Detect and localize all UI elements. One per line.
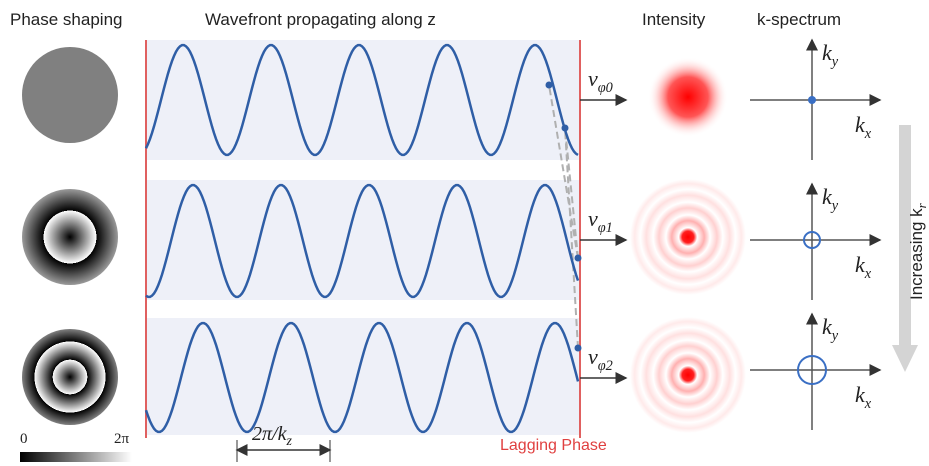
header: k-spectrum (757, 10, 841, 29)
phase-lag-lines (548, 84, 579, 349)
wave-point (574, 344, 582, 352)
kx-label: kx (855, 112, 872, 142)
kx-label: kx (855, 252, 872, 282)
panel (146, 40, 579, 160)
subscript: x (864, 126, 872, 142)
ky-label: ky (822, 314, 839, 344)
wave-panels (145, 40, 581, 438)
colorbar-min: 0 (20, 431, 28, 447)
symbol: v (588, 206, 598, 231)
subscript: φ1 (598, 220, 613, 236)
k-ring (797, 355, 827, 385)
increase-arrow (892, 125, 918, 372)
k-ring (803, 231, 821, 249)
symbol: k (855, 252, 866, 277)
wave-point (574, 254, 582, 262)
side-label: Increasing kr (907, 202, 929, 300)
symbol: v (588, 344, 598, 369)
subscript: x (864, 396, 872, 412)
symbol: k (822, 314, 833, 339)
subscript: y (830, 54, 839, 70)
subscript: φ2 (598, 358, 613, 374)
subscript: φ0 (598, 80, 613, 96)
wave (145, 183, 580, 299)
symbol: k (855, 112, 866, 137)
subscript: z (285, 434, 292, 449)
wave-point (561, 124, 569, 132)
k-point (808, 96, 816, 104)
symbol: k (822, 40, 833, 65)
panel (146, 318, 579, 435)
lagging-label: Lagging Phase (500, 437, 607, 454)
intensity (630, 317, 746, 433)
subscript: r (914, 202, 929, 208)
ky-label: ky (822, 40, 839, 70)
panel (146, 180, 579, 300)
phase-plate (22, 47, 118, 143)
symbol: k (822, 184, 833, 209)
velocity-label: vφ1 (588, 206, 613, 236)
velocity-label: vφ2 (588, 344, 613, 374)
subscript: y (830, 198, 839, 214)
wave (144, 43, 579, 157)
subscript: y (830, 328, 839, 344)
phase-plate (22, 329, 118, 425)
header: Intensity (642, 10, 706, 29)
intensity (630, 179, 746, 295)
symbol: k (855, 382, 866, 407)
header: Wavefront propagating along z (205, 10, 436, 29)
ky-label: ky (822, 184, 839, 214)
wave (144, 321, 580, 434)
header: Phase shaping (10, 10, 122, 29)
kx-label: kx (855, 382, 872, 412)
period-label: 2π/kz (252, 423, 292, 449)
phase-plate (22, 189, 118, 285)
symbol: v (588, 66, 598, 91)
intensity (648, 57, 728, 137)
symbol: 2π/k (252, 423, 288, 445)
wave-point (545, 81, 553, 89)
side-text: Increasing k (907, 208, 926, 300)
subscript: x (864, 266, 872, 282)
colorbar (20, 452, 132, 462)
velocity-label: vφ0 (588, 66, 613, 96)
colorbar-max: 2π (114, 431, 130, 447)
